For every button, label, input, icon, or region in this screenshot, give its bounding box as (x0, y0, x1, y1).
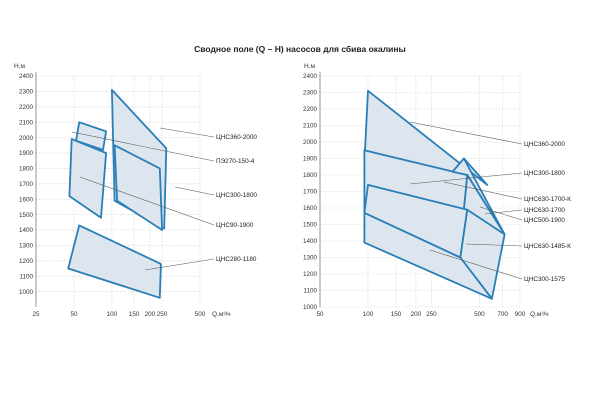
y-tick-label: 1400 (19, 227, 34, 234)
y-tick-label: 1300 (303, 255, 318, 262)
leader-line (429, 249, 523, 280)
chart-panel-2: 1000 1100 1200 1300 1400 1500 1600 1700 1800 1900… (303, 63, 571, 318)
y-tick-label: 1000 (19, 289, 34, 296)
leader-line (484, 209, 523, 215)
chart-panel-1: 1000 1100 1200 1300 1400 1500 1600 1700 1800 1900… (14, 63, 257, 318)
y-tick-label: 2000 (19, 135, 34, 142)
x-tick-label: 250 (426, 311, 437, 318)
leader-line (409, 172, 523, 185)
pump-area-7 (363, 211, 493, 300)
y-tick-label: 1500 (19, 212, 34, 219)
leader-line (144, 258, 215, 271)
leader-line (479, 206, 523, 221)
y-axis-label: H,м (14, 63, 26, 70)
y-tick-label: 2100 (303, 123, 318, 130)
x-tick-label: 150 (391, 311, 402, 318)
pump-label: ЦНС630-1700 (524, 207, 565, 214)
pump-label: ПЭ270-150-4 (216, 158, 255, 165)
pump-label: ЦНС280-1180 (216, 256, 257, 263)
x-tick-label: 200 (145, 311, 156, 318)
y-tick-label: 1600 (303, 205, 318, 212)
y-tick-label: 1000 (303, 304, 318, 311)
y-tick-label: 1400 (303, 238, 318, 245)
leader-line (79, 176, 215, 226)
pump-label: ЦНС360-2000 (216, 134, 257, 141)
y-tick-label: 2200 (19, 104, 34, 111)
y-axis-label: H,м (304, 63, 316, 70)
pump-label: ЦНС300-1575 (524, 276, 565, 283)
x-tick-label: 500 (195, 311, 206, 318)
x-tick-label: 900 (515, 311, 526, 318)
y-tick-label: 1100 (19, 273, 33, 280)
pump-label: ЦНС90-1900 (216, 222, 254, 229)
x-tick-label: 50 (70, 311, 78, 318)
y-tick-label: 1200 (303, 271, 318, 278)
leader-line (159, 127, 215, 138)
leader-line (409, 121, 523, 145)
pump-area-5 (67, 224, 162, 299)
y-tick-label: 2100 (19, 119, 34, 126)
y-tick-label: 2300 (19, 89, 34, 96)
leader-line (174, 186, 215, 196)
leader-line (443, 181, 523, 200)
y-tick-label: 2300 (303, 90, 318, 97)
x-tick-label: 150 (129, 311, 140, 318)
y-tick-label: 2400 (303, 73, 318, 80)
page-title: Сводное поле (Q – H) насосов для сбива о… (194, 44, 406, 54)
x-tick-label: 25 (32, 311, 40, 318)
x-tick-label: 50 (316, 311, 324, 318)
x-axis-label: Q,м³/ч (530, 311, 549, 318)
y-tick-label: 2200 (303, 106, 318, 113)
x-tick-label: 500 (474, 311, 485, 318)
pump-label: ЦНС630-1700-К (524, 196, 571, 203)
y-tick-label: 1800 (303, 172, 318, 179)
pump-label: ЦНС500-1900 (524, 217, 565, 224)
pump-label: ЦНС300-1800 (524, 170, 565, 177)
y-tick-label: 1100 (303, 288, 317, 295)
pump-label: ЦНС630-1485-К (524, 243, 571, 250)
y-tick-label: 1200 (19, 258, 34, 265)
y-tick-label: 1600 (19, 196, 34, 203)
pump-area-3 (113, 144, 164, 231)
y-tick-label: 2400 (19, 73, 34, 80)
x-axis-label: Q,м³/ч (212, 311, 231, 318)
x-tick-label: 200 (411, 311, 422, 318)
x-tick-label: 700 (497, 311, 508, 318)
y-tick-label: 1500 (303, 222, 318, 229)
x-tick-label: 100 (363, 311, 374, 318)
pump-label: ЦНС360-2000 (524, 141, 565, 148)
y-tick-label: 1700 (303, 189, 318, 196)
leader-line (71, 131, 215, 162)
y-tick-label: 2000 (303, 139, 318, 146)
leader-line (465, 243, 523, 247)
y-tick-label: 1700 (19, 181, 34, 188)
x-tick-label: 250 (157, 311, 168, 318)
x-tick-label: 100 (107, 311, 118, 318)
pump-area-4 (68, 138, 107, 219)
y-tick-label: 1300 (19, 243, 34, 250)
y-tick-label: 1800 (19, 166, 34, 173)
y-tick-label: 1900 (19, 150, 34, 157)
pump-label: ЦНС300-1800 (216, 192, 257, 199)
y-tick-label: 1900 (303, 156, 318, 163)
